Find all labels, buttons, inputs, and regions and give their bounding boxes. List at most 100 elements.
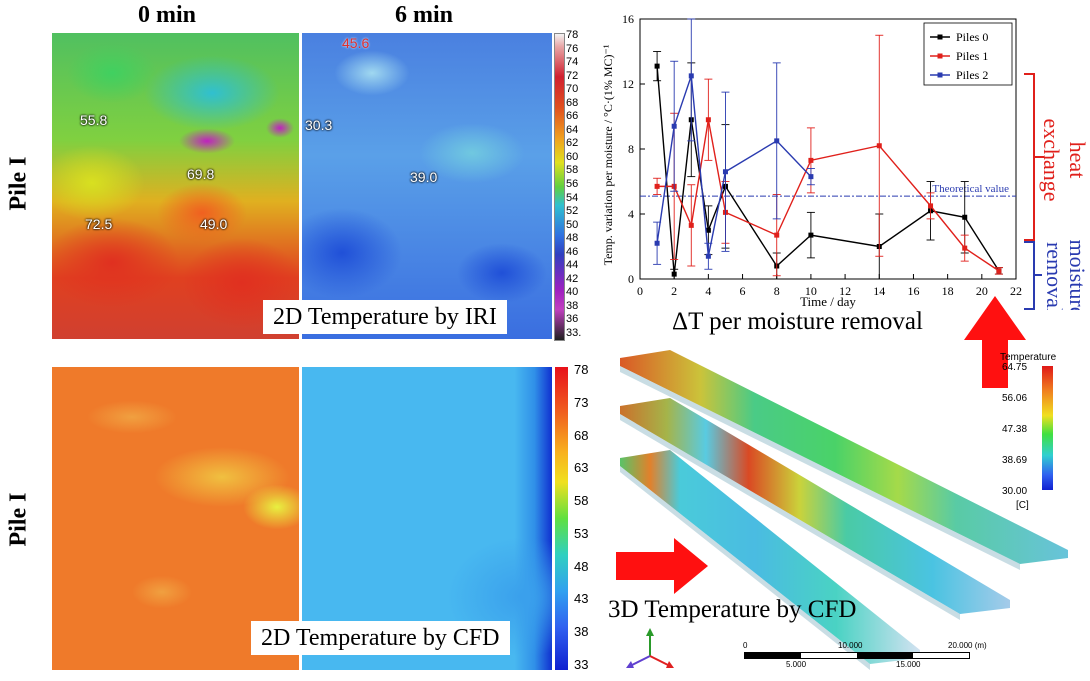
iri-point-label: 49.0 (200, 216, 228, 232)
cfd3d-caption: 3D Temperature by CFD (608, 596, 857, 623)
cfd3d-legend-tick: 38.69 (1002, 455, 1028, 466)
cfd2d-6min (302, 367, 552, 670)
iri-colorbar-tick: 40 (566, 286, 579, 299)
x-tick-label: 18 (942, 284, 954, 298)
arrow-up-icon (964, 296, 1026, 388)
arrow-right-icon (616, 538, 708, 594)
legend-label: Piles 1 (956, 49, 988, 63)
cfd2d-colorbar-tick: 48 (574, 558, 589, 574)
cfd2d-caption: 2D Temperature by CFD (251, 621, 510, 655)
cfd3d-legend-bar (1042, 366, 1053, 490)
heat-label: heat (1065, 142, 1090, 179)
chart-caption: ΔT per moisture removal (672, 308, 923, 335)
scale-bar (744, 652, 970, 659)
iri-colorbar-ticks: 78 76 74 72 70 68 66 64 62 60 58 56 54 52 50 48 46 44 42 40… (566, 30, 586, 340)
iri-colorbar-tick: 64 (566, 123, 579, 136)
x-tick-label: 16 (907, 284, 919, 298)
iri-colorbar-tick: 44 (566, 259, 579, 272)
legend-marker (937, 72, 943, 78)
iri-colorbar-tick: 58 (566, 164, 579, 177)
y-tick-label: 8 (628, 142, 634, 156)
axis-triad-icon (626, 628, 674, 668)
cfd2d-colorbar-tick: 68 (574, 427, 589, 443)
cfd3d-legend-tick: 56.06 (1002, 393, 1028, 404)
cfd3d-legend-tick: 47.38 (1002, 424, 1028, 435)
data-point (671, 271, 677, 277)
data-point (705, 117, 711, 123)
iri-point-label: 39.0 (410, 169, 438, 185)
iri-colorbar-tick: 46 (566, 245, 579, 258)
side-annotations: heat exchange moisture removal (1024, 73, 1090, 311)
y-axis-label: Temp. variation per moisture / °C·(1% MC… (601, 44, 615, 265)
cfd3d-view (620, 350, 1068, 670)
data-point (705, 227, 711, 233)
cfd3d-legend-tick: 30.00 (1002, 486, 1028, 497)
iri-colorbar-tick: 56 (566, 178, 579, 190)
iri-colorbar-tick: 38 (566, 299, 579, 312)
cfd2d-colorbar-tick: 78 (574, 362, 589, 377)
x-tick-label: 0 (637, 284, 643, 298)
row-label-pile-bottom: Pile I (5, 492, 32, 547)
data-point (654, 240, 660, 246)
scale-tick: 20.000 (m) (948, 641, 987, 650)
series-line (656, 75, 812, 257)
data-point (876, 143, 882, 149)
iri-colorbar-tick: 70 (566, 83, 579, 96)
cfd3d-legend-unit: [C] (1016, 500, 1029, 511)
cfd2d-colorbar-tick: 58 (574, 493, 589, 509)
iri-thermal-0min: 55.8 69.8 72.5 49.0 (52, 33, 299, 339)
data-point (688, 73, 694, 79)
data-point (654, 63, 660, 69)
x-tick-label: 4 (705, 284, 711, 298)
iri-colorbar-tick: 68 (566, 96, 579, 109)
line-chart: 0 2 4 6 8 10 12 14 16 18 20 22 0 4 8 12 16 Time / day Temp… (601, 12, 1022, 309)
data-point (996, 268, 1002, 274)
iri-point-label: 45.6 (342, 35, 370, 51)
iri-colorbar-tick: 62 (566, 137, 579, 150)
cfd2d-colorbar-tick: 63 (574, 460, 589, 476)
x-tick-label: 12 (839, 284, 851, 298)
data-point (962, 214, 968, 220)
legend-marker (937, 53, 943, 59)
iri-colorbar-tick: 60 (566, 150, 579, 163)
removal-label: removal (1042, 242, 1067, 310)
moisture-label: moisture (1065, 240, 1090, 311)
legend-marker (937, 34, 943, 40)
reference-line-label: Theoretical value (932, 183, 1009, 195)
iri-point-label: 69.8 (187, 166, 215, 182)
cfd2d-colorbar-ticks: 78 73 68 63 58 53 48 43 38 33 (574, 362, 604, 674)
x-tick-label: 22 (1010, 284, 1022, 298)
scale-tick: 5.000 (786, 660, 807, 669)
x-tick-label: 14 (873, 284, 885, 298)
iri-colorbar-tick: 72 (566, 69, 579, 82)
scale-tick: 10.000 (838, 641, 863, 650)
iri-colorbar (554, 33, 565, 341)
x-tick-label: 6 (740, 284, 746, 298)
y-tick-label: 0 (628, 272, 634, 286)
data-point (774, 232, 780, 238)
data-point (808, 157, 814, 163)
iri-colorbar-tick: 52 (566, 205, 579, 218)
header-0min: 0 min (138, 2, 197, 28)
data-point (654, 183, 660, 189)
data-point (808, 232, 814, 238)
y-tick-label: 4 (628, 207, 634, 221)
data-point (808, 174, 814, 180)
iri-colorbar-tick: 78 (566, 29, 579, 41)
iri-colorbar-tick: 50 (566, 218, 579, 231)
iri-point-label: 30.3 (305, 117, 333, 133)
scale-tick: 15.000 (896, 660, 921, 669)
y-tick-label: 12 (622, 77, 634, 91)
y-tick-label: 16 (622, 12, 634, 26)
data-point (688, 222, 694, 228)
x-tick-label: 2 (671, 284, 677, 298)
scale-tick: 0 (743, 641, 748, 650)
iri-colorbar-tick: 54 (566, 191, 579, 204)
cfd3d-legend-ticks: 64.75 56.06 47.38 38.69 30.00 (1002, 362, 1040, 502)
iri-colorbar-tick: 33. (566, 327, 582, 339)
x-axis-label: Time / day (800, 294, 856, 309)
data-point (705, 253, 711, 259)
legend-label: Piles 0 (956, 30, 988, 44)
iri-caption: 2D Temperature by IRI (263, 300, 507, 334)
cfd2d-0min (52, 367, 299, 670)
